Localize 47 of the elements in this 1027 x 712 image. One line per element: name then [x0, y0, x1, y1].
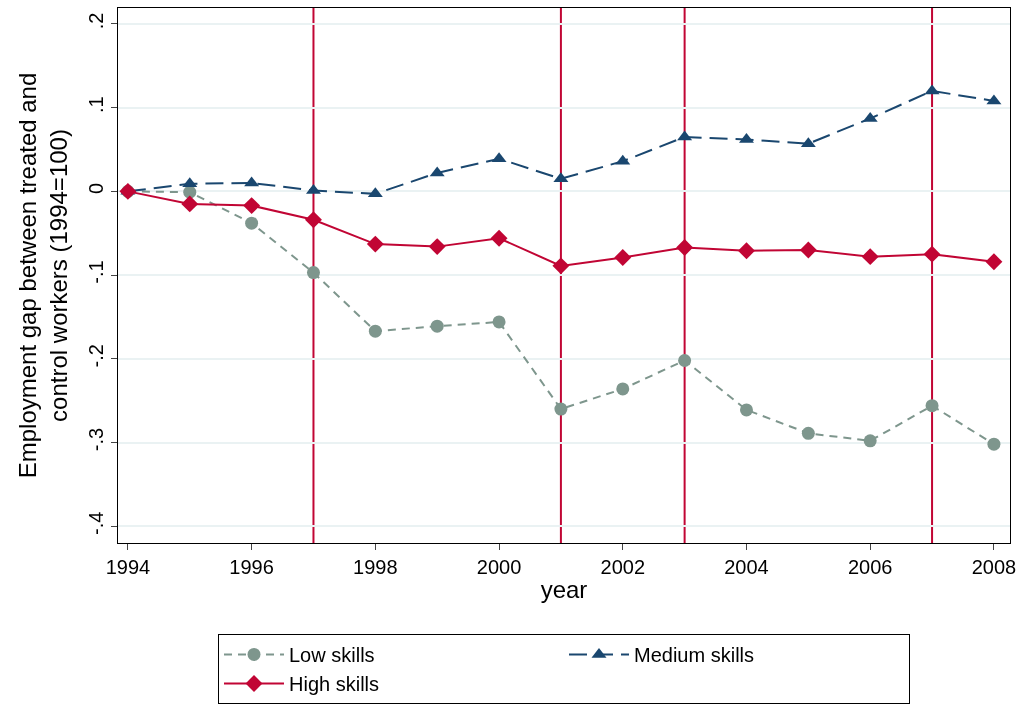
x-tick-label: 2000: [476, 556, 522, 578]
x-tick-label: 2002: [600, 556, 646, 578]
point: [616, 382, 630, 396]
point: [614, 249, 632, 266]
y-tick-label: 0: [85, 182, 107, 194]
point: [738, 242, 755, 260]
point: [861, 248, 879, 266]
point: [490, 229, 508, 247]
x-tick-label: 2006: [847, 556, 893, 578]
point: [554, 402, 568, 416]
y-tick-label: .2: [85, 12, 107, 30]
y-axis-title: Employment gap between treated and control workers (1994=100): [13, 72, 73, 479]
x-tick-label: 2004: [724, 556, 769, 578]
point: [492, 315, 506, 329]
point: [428, 238, 446, 256]
point: [243, 197, 261, 215]
x-tick-label: 1998: [353, 556, 398, 578]
point: [552, 257, 570, 275]
x-tick-label: 2008: [971, 556, 1017, 578]
x-tick-label: 1994: [105, 556, 151, 578]
y-tick-label: -.4: [85, 511, 107, 535]
x-axis-title: year: [540, 576, 588, 604]
x-tick-label: 1996: [229, 556, 274, 578]
y-tick-label: -.1: [85, 260, 107, 284]
point: [801, 426, 815, 440]
point: [245, 216, 259, 230]
point: [923, 245, 941, 263]
legend-label: Low skills: [289, 644, 375, 667]
point: [678, 353, 692, 367]
point: [987, 437, 1001, 451]
legend-label: Medium skills: [634, 644, 755, 667]
point: [676, 239, 694, 256]
point: [306, 266, 320, 280]
point: [799, 241, 817, 259]
y-tick-label: .1: [85, 96, 107, 113]
point: [368, 324, 382, 338]
point: [305, 211, 322, 229]
y-tick-label: -.3: [85, 427, 107, 452]
point: [863, 434, 877, 448]
point: [430, 319, 444, 333]
legend-label: High skills: [289, 673, 380, 696]
point: [181, 195, 199, 213]
point: [985, 253, 1003, 271]
point: [925, 399, 939, 413]
point: [739, 403, 753, 417]
point: [366, 235, 384, 253]
y-tick-label: -.2: [85, 344, 107, 368]
